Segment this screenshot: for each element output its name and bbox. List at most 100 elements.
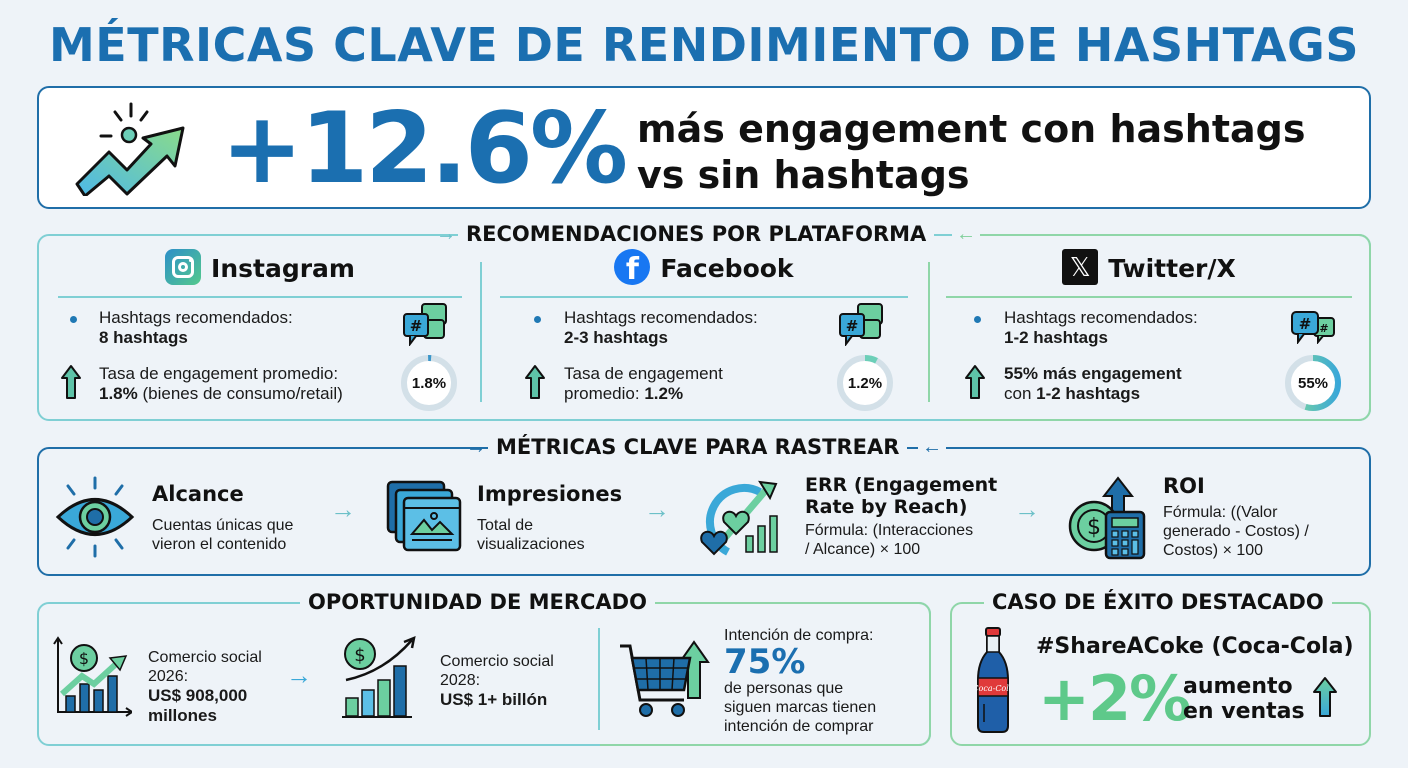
metric-title: Alcance bbox=[152, 482, 244, 506]
arrow-right-icon: → bbox=[1014, 494, 1040, 524]
platform-divider bbox=[928, 262, 930, 402]
x-logo-icon: 𝕏 bbox=[1062, 249, 1099, 285]
donut-chart: 1.8% bbox=[400, 354, 458, 412]
title-line: ERR (Engagement bbox=[805, 474, 998, 496]
engagement-label: Tasa de engagement bbox=[564, 364, 723, 383]
engagement-rate: 55% más engagement con 1-2 hashtags bbox=[1004, 364, 1182, 404]
metric-description: Fórmula: (Interacciones / Alcance) × 100 bbox=[805, 521, 973, 559]
engagement-value: 1-2 hashtags bbox=[1036, 384, 1141, 403]
platform-header: Instagram bbox=[58, 249, 462, 288]
platform-divider bbox=[480, 262, 482, 402]
case-description: aumento en ventas bbox=[1183, 674, 1305, 724]
donut-label: 1.2% bbox=[847, 374, 883, 392]
coke-bottle-icon: Coca-Cola bbox=[976, 627, 1010, 733]
arrow-up-icon bbox=[965, 365, 985, 399]
case-value: +2% bbox=[1038, 662, 1191, 735]
desc-line: visualizaciones bbox=[477, 536, 585, 553]
platform-card-twitter: 𝕏 Twitter/X Hashtags recomendados: 1-2 ha… bbox=[946, 246, 1352, 414]
desc-line: Fórmula: (Interacciones bbox=[805, 522, 974, 539]
market-value: 75% bbox=[724, 642, 806, 682]
bullet-icon bbox=[974, 316, 981, 323]
arrow-up-icon bbox=[1313, 677, 1337, 717]
desc-line: / Alcance) × 100 bbox=[805, 541, 921, 558]
arrow-up-icon bbox=[61, 365, 81, 399]
title-line: Rate by Reach) bbox=[805, 496, 968, 518]
recommended-hashtags: Hashtags recomendados: 8 hashtags bbox=[99, 308, 293, 348]
dollar-growth-chart-icon: $ bbox=[53, 636, 132, 717]
engagement-value: 1.8% bbox=[99, 384, 138, 403]
svg-text:$: $ bbox=[79, 649, 89, 668]
case-text-line: en ventas bbox=[1183, 699, 1305, 724]
engagement-rate: Tasa de engagement promedio: 1.8% (biene… bbox=[99, 364, 343, 404]
arrow-up-icon bbox=[525, 365, 545, 399]
rec-value: 2-3 hashtags bbox=[564, 328, 668, 347]
engagement-prefix: con bbox=[1004, 384, 1037, 403]
desc-line: de personas que bbox=[724, 680, 844, 697]
rec-label: Hashtags recomendados: bbox=[1004, 308, 1198, 327]
market-year: 2026: bbox=[148, 668, 189, 685]
image-stack-icon bbox=[386, 480, 462, 552]
hashtag-chat-icon: # # bbox=[1291, 311, 1335, 344]
bullet-icon bbox=[70, 316, 77, 323]
metric-title: ROI bbox=[1163, 474, 1205, 498]
desc-line: vieron el contenido bbox=[152, 536, 287, 553]
platform-header: 𝕏 Twitter/X bbox=[946, 249, 1352, 288]
engagement-rate: Tasa de engagement promedio: 1.2% bbox=[564, 364, 723, 404]
market-value-unit: millones bbox=[148, 706, 217, 725]
facebook-logo-icon: f bbox=[614, 249, 651, 285]
metric-description: Cuentas únicas que vieron el contenido bbox=[152, 516, 293, 554]
platforms-section-right-border bbox=[960, 234, 1371, 421]
svg-text:#: # bbox=[410, 317, 423, 335]
section-title-metrics: MÉTRICAS CLAVE PARA RASTREAR bbox=[488, 435, 908, 459]
hero-text-line1: más engagement con hashtags bbox=[637, 107, 1306, 151]
instagram-logo-icon bbox=[165, 249, 202, 285]
desc-line: generado - Costos) / bbox=[1163, 523, 1309, 540]
divider bbox=[946, 296, 1352, 298]
engagement-value: 1.2% bbox=[644, 384, 684, 403]
rec-value: 1-2 hashtags bbox=[1004, 328, 1108, 347]
platform-card-facebook: f Facebook Hashtags recomendados: 2-3 has… bbox=[500, 246, 908, 414]
market-label: Intención de compra: bbox=[724, 627, 874, 644]
desc-line: Total de bbox=[477, 517, 534, 534]
page-title: MÉTRICAS CLAVE DE RENDIMIENTO DE HASHTAG… bbox=[49, 18, 1359, 72]
engagement-note: (bienes de consumo/retail) bbox=[137, 384, 343, 403]
metric-title: ERR (Engagement Rate by Reach) bbox=[805, 474, 997, 518]
hero-description: más engagement con hashtags vs sin hasht… bbox=[637, 106, 1305, 198]
donut-chart: 1.2% bbox=[836, 354, 894, 412]
arrow-right-icon: → bbox=[436, 223, 456, 245]
engagement-label: Tasa de engagement promedio: bbox=[99, 364, 339, 383]
platform-name: Twitter/X bbox=[1108, 254, 1236, 283]
platform-name: Facebook bbox=[660, 254, 794, 283]
market-divider bbox=[598, 628, 600, 730]
section-title-platforms: RECOMENDACIONES POR PLATAFORMA bbox=[458, 222, 935, 246]
market-text: Comercio social 2026: US$ 908,000 millon… bbox=[148, 648, 262, 726]
market-year: 2028: bbox=[440, 672, 481, 689]
donut-chart: 55% bbox=[1284, 354, 1342, 412]
desc-line: Fórmula: ((Valor bbox=[1163, 504, 1278, 521]
engagement-prefix: promedio: bbox=[564, 384, 645, 403]
dollar-bar-chart-icon: $ bbox=[342, 635, 416, 718]
hero-value: +12.6% bbox=[221, 92, 628, 206]
desc-line: Cuentas únicas que bbox=[152, 517, 294, 534]
svg-text:Coca-Cola: Coca-Cola bbox=[976, 684, 1010, 693]
svg-text:$: $ bbox=[1087, 515, 1101, 540]
desc-line: siguen marcas tienen bbox=[724, 699, 877, 716]
hero-banner: +12.6% más engagement con hashtags vs si… bbox=[37, 86, 1371, 209]
arrow-left-icon: ← bbox=[952, 224, 980, 244]
hashtag-chat-icon: # bbox=[403, 303, 447, 346]
platform-header: f Facebook bbox=[500, 249, 908, 288]
desc-line: intención de comprar bbox=[724, 718, 874, 735]
hero-text-line2: vs sin hashtags bbox=[637, 153, 970, 197]
bullet-icon bbox=[534, 316, 541, 323]
hashtag-chat-icon: # bbox=[839, 303, 883, 346]
platform-name: Instagram bbox=[211, 254, 355, 283]
market-value: US$ 908,000 bbox=[148, 686, 248, 705]
section-title-case: CASO DE ÉXITO DESTACADO bbox=[984, 590, 1332, 614]
divider bbox=[58, 296, 462, 298]
metric-description: Total de visualizaciones bbox=[477, 516, 585, 554]
case-campaign-name: #ShareACoke (Coca-Cola) bbox=[1036, 634, 1354, 659]
trending-up-arrow-icon bbox=[75, 102, 185, 196]
svg-text:#: # bbox=[1319, 322, 1328, 335]
eye-icon bbox=[55, 476, 135, 558]
case-text-line: aumento bbox=[1183, 674, 1293, 699]
